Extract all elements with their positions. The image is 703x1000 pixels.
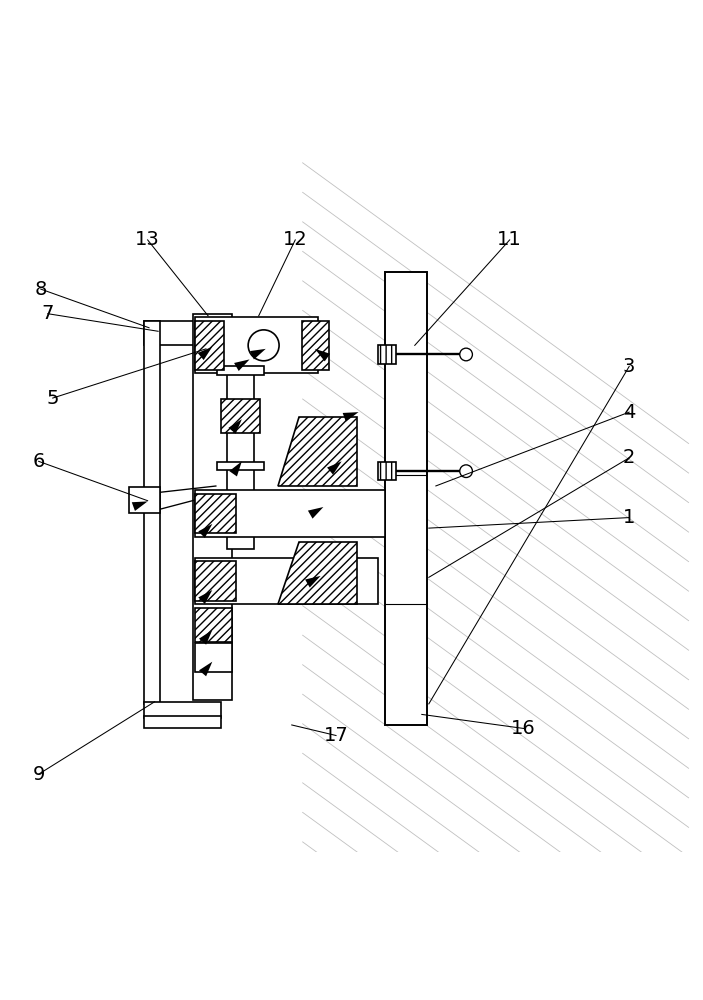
Polygon shape [327, 461, 342, 475]
Text: 5: 5 [46, 389, 59, 408]
Polygon shape [198, 347, 212, 360]
Bar [193, 314, 232, 700]
Text: 3: 3 [623, 357, 636, 376]
Polygon shape [131, 501, 148, 511]
Bar [195, 490, 385, 537]
Bar [129, 487, 160, 513]
Text: 17: 17 [323, 726, 349, 745]
Bar [195, 321, 224, 370]
Text: 7: 7 [41, 304, 54, 323]
Text: 2: 2 [623, 448, 636, 467]
Bar [195, 643, 232, 672]
Text: 1: 1 [623, 508, 636, 527]
Bar [378, 462, 396, 480]
Bar [217, 462, 264, 470]
Polygon shape [278, 417, 357, 486]
Polygon shape [315, 349, 330, 361]
Text: 11: 11 [497, 230, 522, 249]
Bar [195, 317, 318, 373]
Bar [217, 366, 264, 375]
Polygon shape [278, 542, 357, 604]
Text: 8: 8 [34, 280, 47, 299]
Polygon shape [342, 412, 359, 422]
Bar [144, 716, 221, 728]
Polygon shape [199, 662, 212, 676]
Bar [144, 321, 160, 704]
Polygon shape [198, 524, 212, 538]
Text: 6: 6 [32, 452, 45, 471]
Text: 9: 9 [32, 765, 45, 784]
Polygon shape [199, 630, 212, 645]
Bar [144, 702, 221, 718]
Polygon shape [234, 359, 250, 371]
Bar [195, 558, 378, 604]
Text: 4: 4 [623, 403, 636, 422]
Polygon shape [250, 349, 266, 359]
Bar [302, 321, 329, 370]
Polygon shape [229, 461, 242, 476]
Polygon shape [198, 590, 212, 604]
Bar [227, 373, 254, 466]
Text: 16: 16 [511, 719, 536, 738]
Polygon shape [305, 576, 321, 588]
Polygon shape [228, 419, 242, 434]
Bar [221, 399, 260, 433]
Polygon shape [308, 507, 323, 519]
Text: 13: 13 [135, 230, 160, 249]
Bar [378, 345, 396, 364]
Bar [144, 321, 260, 345]
Bar [195, 494, 236, 533]
Text: 12: 12 [283, 230, 308, 249]
Bar [385, 272, 427, 725]
Bar [195, 561, 236, 601]
Bar [195, 608, 232, 642]
Bar [227, 465, 254, 549]
